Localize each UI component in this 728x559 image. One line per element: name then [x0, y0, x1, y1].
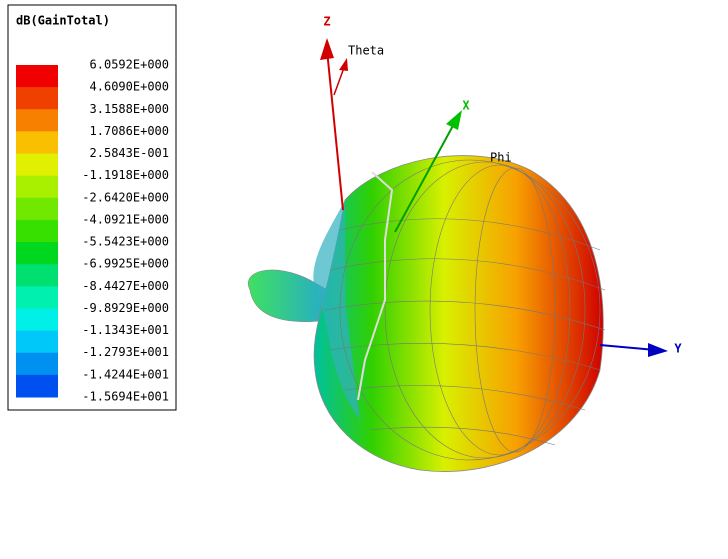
legend-label: -9.8929E+000	[82, 301, 169, 315]
legend-swatch	[16, 175, 58, 199]
legend: 6.0592E+000 4.6090E+000 3.1588E+000 1.7086E…	[16, 58, 169, 404]
legend-label: -1.5694E+001	[82, 390, 169, 404]
legend-swatch	[16, 286, 58, 309]
legend-swatch	[16, 131, 58, 155]
legend-label: -2.6420E+000	[82, 190, 169, 204]
legend-swatch	[16, 330, 58, 354]
legend-label: 1.7086E+000	[90, 124, 169, 138]
legend-title: dB(GainTotal)	[16, 14, 110, 28]
legend-swatch	[16, 264, 58, 287]
legend-label: -5.5423E+000	[82, 235, 169, 249]
legend-swatch	[16, 352, 58, 376]
legend-swatch	[16, 308, 58, 332]
legend-swatch	[16, 153, 58, 177]
legend-label: -1.1918E+000	[82, 168, 169, 182]
angle-label: Theta	[348, 44, 384, 58]
radiation-pattern	[248, 155, 606, 472]
angle-label: Phi	[490, 151, 512, 165]
legend-swatch	[16, 219, 58, 243]
legend-label: -6.9925E+000	[82, 257, 169, 271]
legend-label: 3.1588E+000	[90, 102, 169, 116]
axis-label: Y	[674, 342, 682, 356]
legend-label: 4.6090E+000	[90, 80, 169, 94]
legend-label: 6.0592E+000	[90, 58, 169, 72]
legend-label: -1.1343E+001	[82, 323, 169, 337]
legend-swatch	[16, 87, 58, 110]
legend-swatch	[16, 65, 58, 88]
legend-label: 2.5843E-001	[90, 146, 169, 160]
legend-label: -1.4244E+001	[82, 367, 169, 381]
axis-label: Z	[323, 15, 330, 29]
legend-swatch	[16, 109, 58, 132]
legend-swatch	[16, 197, 58, 221]
legend-label: -4.0921E+000	[82, 212, 169, 226]
legend-label: -1.2793E+001	[82, 345, 169, 359]
axes: Z X Y Theta Phi	[320, 15, 682, 357]
legend-swatch	[16, 242, 58, 265]
legend-label: -8.4427E+000	[82, 279, 169, 293]
legend-swatch	[16, 374, 58, 398]
axis-label: X	[462, 99, 470, 113]
